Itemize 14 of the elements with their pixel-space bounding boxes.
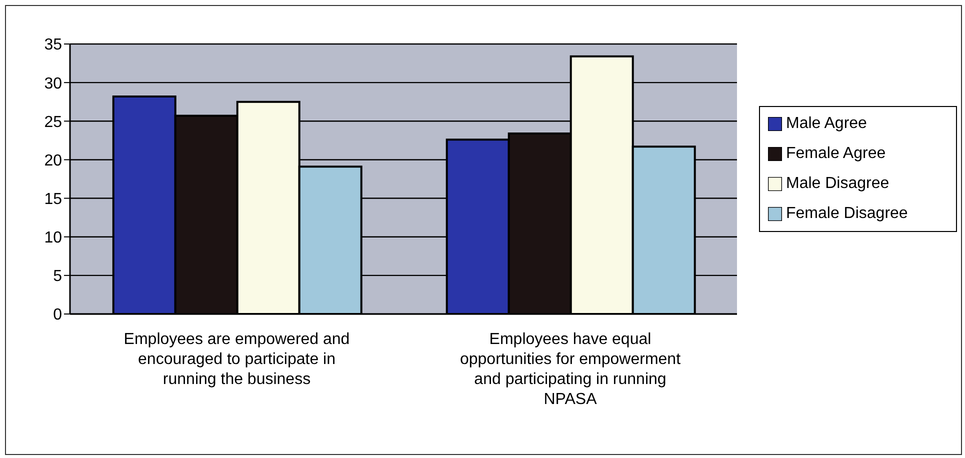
legend-label: Male Agree xyxy=(786,115,867,132)
legend-label: Male Disagree xyxy=(786,175,890,192)
y-tick-label: 25 xyxy=(44,114,62,131)
y-tick-label: 30 xyxy=(44,75,62,92)
x-tick-label: Employees are empowered and encouraged to participate in running the business xyxy=(124,331,350,388)
x-tick-label: Employees have equal opportunities for empowerment and participating in running NPASA xyxy=(460,331,682,408)
y-tick-label: 20 xyxy=(44,152,62,170)
y-tick-label: 10 xyxy=(44,230,62,247)
legend-label: Female Agree xyxy=(786,145,886,162)
y-tick-label: 0 xyxy=(53,306,62,324)
y-tick-label: 5 xyxy=(53,268,62,286)
legend-label: Female Disagree xyxy=(786,205,908,222)
y-tick-label: 15 xyxy=(44,190,62,208)
y-tick-label: 35 xyxy=(44,36,62,54)
